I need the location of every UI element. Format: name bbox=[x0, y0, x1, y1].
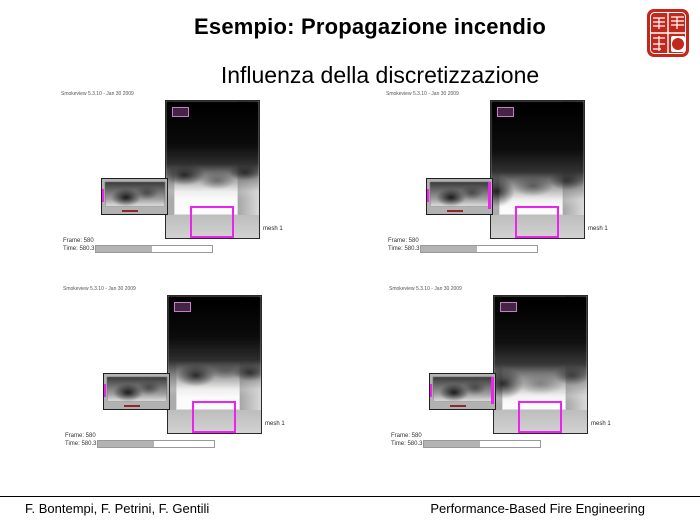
frame-counter: Frame: 580 bbox=[63, 238, 94, 244]
junction-vent-marker bbox=[491, 377, 494, 404]
mesh-label: mesh 1 bbox=[588, 226, 608, 232]
simulation-panel-top-left: Smokeview 5.3.10 - Jan 30 2009 mesh 1 Fr… bbox=[55, 88, 295, 263]
door-vent-outline bbox=[190, 206, 234, 238]
corridor-box bbox=[103, 373, 170, 410]
smokeview-version-label: Smokeview 5.3.10 - Jan 30 2009 bbox=[386, 91, 459, 97]
mesh-label: mesh 1 bbox=[265, 421, 285, 427]
time-counter: Time: 580.3 bbox=[65, 441, 97, 447]
time-counter: Time: 580.3 bbox=[391, 441, 423, 447]
ceiling-vent-outline bbox=[497, 107, 514, 117]
page-title: Esempio: Propagazione incendio bbox=[194, 14, 546, 39]
footer-divider bbox=[0, 496, 700, 497]
footer-authors: F. Bontempi, F. Petrini, F. Gentili bbox=[25, 501, 210, 516]
door-vent-outline bbox=[192, 401, 236, 433]
smoke-layer bbox=[168, 296, 261, 433]
burner-line bbox=[122, 210, 138, 212]
mesh-label: mesh 1 bbox=[591, 421, 611, 427]
time-progress-bar bbox=[423, 440, 541, 448]
corridor-box bbox=[426, 178, 493, 215]
room-box bbox=[165, 100, 260, 239]
seal-stamp-icon bbox=[646, 8, 690, 58]
progress-fill bbox=[421, 246, 477, 252]
door-vent-outline bbox=[515, 206, 559, 238]
time-counter: Time: 580.3 bbox=[63, 246, 95, 252]
burner-line bbox=[124, 405, 140, 407]
frame-counter: Frame: 580 bbox=[65, 433, 96, 439]
simulation-panel-bottom-left: Smokeview 5.3.10 - Jan 30 2009 mesh 1 Fr… bbox=[57, 283, 297, 458]
corridor-smoke bbox=[430, 182, 490, 207]
time-counter: Time: 580.3 bbox=[388, 246, 420, 252]
burner-line bbox=[447, 210, 463, 212]
time-progress-bar bbox=[97, 440, 215, 448]
room-box bbox=[167, 295, 262, 434]
room-box bbox=[490, 100, 585, 239]
corridor-box bbox=[101, 178, 168, 215]
frame-counter: Frame: 580 bbox=[391, 433, 422, 439]
ceiling-vent-outline bbox=[500, 302, 517, 312]
smoke-layer bbox=[166, 101, 259, 238]
ceiling-vent-outline bbox=[174, 302, 191, 312]
corridor-smoke bbox=[107, 377, 167, 402]
frame-counter: Frame: 580 bbox=[388, 238, 419, 244]
corridor-smoke bbox=[105, 182, 165, 207]
corridor-vent-marker bbox=[104, 384, 106, 397]
smokeview-version-label: Smokeview 5.3.10 - Jan 30 2009 bbox=[63, 286, 136, 292]
smokeview-version-label: Smokeview 5.3.10 - Jan 30 2009 bbox=[389, 286, 462, 292]
ceiling-vent-outline bbox=[172, 107, 189, 117]
time-progress-bar bbox=[420, 245, 538, 253]
progress-fill bbox=[98, 441, 154, 447]
time-progress-bar bbox=[95, 245, 213, 253]
progress-fill bbox=[96, 246, 152, 252]
mesh-label: mesh 1 bbox=[263, 226, 283, 232]
corridor-box bbox=[429, 373, 496, 410]
smokeview-version-label: Smokeview 5.3.10 - Jan 30 2009 bbox=[61, 91, 134, 97]
burner-line bbox=[450, 405, 466, 407]
room-box bbox=[493, 295, 588, 434]
smoke-layer bbox=[494, 296, 587, 433]
corridor-vent-marker bbox=[430, 384, 432, 397]
progress-fill bbox=[424, 441, 480, 447]
junction-vent-marker bbox=[488, 182, 491, 209]
corridor-vent-marker bbox=[427, 189, 429, 202]
simulation-panel-top-right: Smokeview 5.3.10 - Jan 30 2009 mesh 1 Fr… bbox=[380, 88, 620, 263]
door-vent-outline bbox=[518, 401, 562, 433]
simulation-panel-bottom-right: Smokeview 5.3.10 - Jan 30 2009 mesh 1 Fr… bbox=[383, 283, 623, 458]
footer-course-title: Performance-Based Fire Engineering bbox=[430, 501, 645, 516]
smoke-layer bbox=[491, 101, 584, 238]
corridor-smoke bbox=[433, 377, 493, 402]
page-subtitle: Influenza della discretizzazione bbox=[220, 62, 540, 88]
corridor-vent-marker bbox=[102, 189, 104, 202]
